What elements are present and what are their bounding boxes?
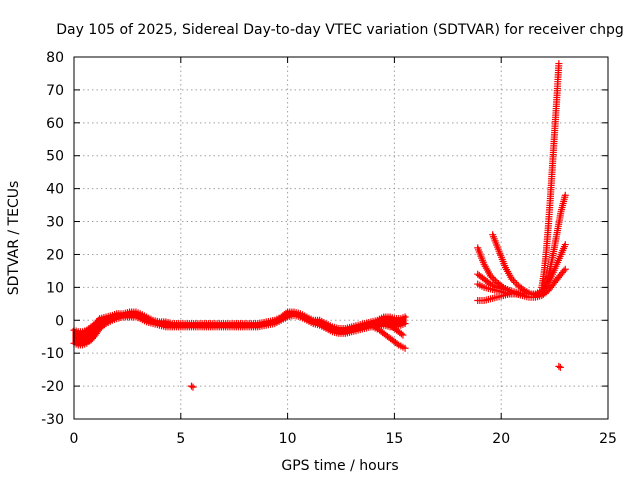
data-point bbox=[556, 363, 564, 371]
data-point bbox=[509, 277, 517, 285]
data-point bbox=[401, 313, 409, 321]
x-axis-label: GPS time / hours bbox=[281, 458, 398, 474]
data-point bbox=[401, 344, 409, 352]
x-tick-label: 15 bbox=[385, 431, 403, 447]
y-tick-label: 80 bbox=[46, 50, 64, 66]
data-point bbox=[561, 241, 569, 249]
y-tick-label: 30 bbox=[46, 215, 64, 231]
data-point bbox=[488, 273, 496, 281]
y-tick-label: 60 bbox=[46, 116, 64, 132]
x-tick-labels: 0 5 10 15 20 25 bbox=[70, 431, 617, 447]
x-tick-label: 5 bbox=[176, 431, 185, 447]
x-tick-label: 25 bbox=[599, 431, 617, 447]
data-point bbox=[487, 272, 495, 280]
data-point bbox=[100, 321, 108, 329]
data-points bbox=[70, 60, 569, 391]
y-tick-label: 0 bbox=[55, 313, 64, 329]
data-point bbox=[519, 285, 527, 293]
data-point bbox=[508, 275, 516, 283]
data-point bbox=[94, 316, 102, 324]
data-point bbox=[561, 191, 569, 199]
y-tick-label: 40 bbox=[46, 182, 64, 198]
data-point bbox=[393, 340, 401, 348]
y-tick-label: 70 bbox=[46, 83, 64, 99]
y-tick-label: 20 bbox=[46, 247, 64, 263]
y-axis-label: SDTVAR / TECUs bbox=[6, 181, 22, 296]
plot-frame bbox=[73, 56, 609, 420]
y-tick-label: -20 bbox=[41, 379, 64, 395]
grid bbox=[74, 57, 608, 419]
data-point bbox=[555, 60, 563, 68]
data-point bbox=[187, 382, 195, 390]
data-point bbox=[560, 267, 568, 275]
x-tick-label: 10 bbox=[279, 431, 297, 447]
y-tick-label: 50 bbox=[46, 149, 64, 165]
data-point bbox=[399, 331, 407, 339]
y-tick-labels: -30 -20 -10 0 10 20 30 40 50 60 70 80 bbox=[41, 50, 64, 428]
data-point bbox=[555, 362, 563, 370]
data-point bbox=[561, 265, 569, 273]
data-point bbox=[490, 275, 498, 283]
chart-title: Day 105 of 2025, Sidereal Day-to-day VTE… bbox=[56, 22, 624, 38]
data-point bbox=[189, 383, 197, 391]
x-tick-label: 20 bbox=[492, 431, 510, 447]
data-point bbox=[397, 330, 405, 338]
x-tick-label: 0 bbox=[70, 431, 79, 447]
data-point bbox=[401, 320, 409, 328]
y-tick-label: -30 bbox=[41, 412, 64, 428]
data-point bbox=[511, 278, 519, 286]
y-tick-label: -10 bbox=[41, 346, 64, 362]
axis-ticks bbox=[73, 56, 609, 420]
y-tick-label: 10 bbox=[46, 280, 64, 296]
